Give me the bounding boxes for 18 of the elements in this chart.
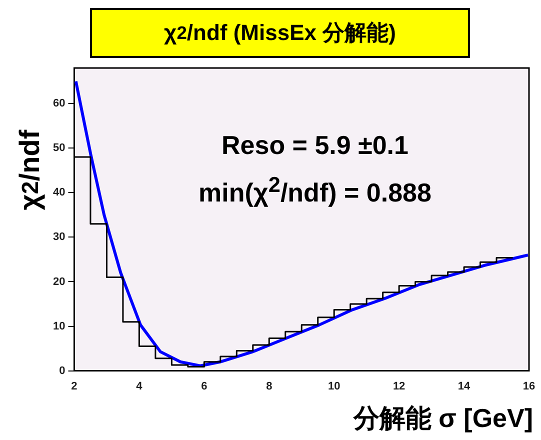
x-tick-label: 10 xyxy=(328,380,340,392)
y-tick-label: 10 xyxy=(52,320,66,332)
x-tick-label: 6 xyxy=(201,380,208,392)
y-tick-label: 30 xyxy=(52,231,66,244)
x-tick-label: 12 xyxy=(392,380,406,392)
y-tick-label: 20 xyxy=(52,276,66,288)
x-tick-label: 4 xyxy=(136,380,144,392)
y-tick-label: 60 xyxy=(52,98,66,110)
annotation: min(χ$^{2}$/ndf) = 0.888 xyxy=(198,171,432,210)
x-axis-title: 分解能 σ [GeV] xyxy=(353,402,533,434)
x-tick-label: 8 xyxy=(266,380,272,392)
x-tick-label: 2 xyxy=(71,380,78,392)
x-tick-label: 16 xyxy=(522,380,536,392)
y-tick-label: 50 xyxy=(52,142,66,154)
x-tick-label: 14 xyxy=(458,380,472,392)
annotation: Reso = 5.9 ±0.1 xyxy=(220,129,410,162)
y-tick-label: 0 xyxy=(59,364,66,377)
y-tick-label: 40 xyxy=(52,186,66,199)
